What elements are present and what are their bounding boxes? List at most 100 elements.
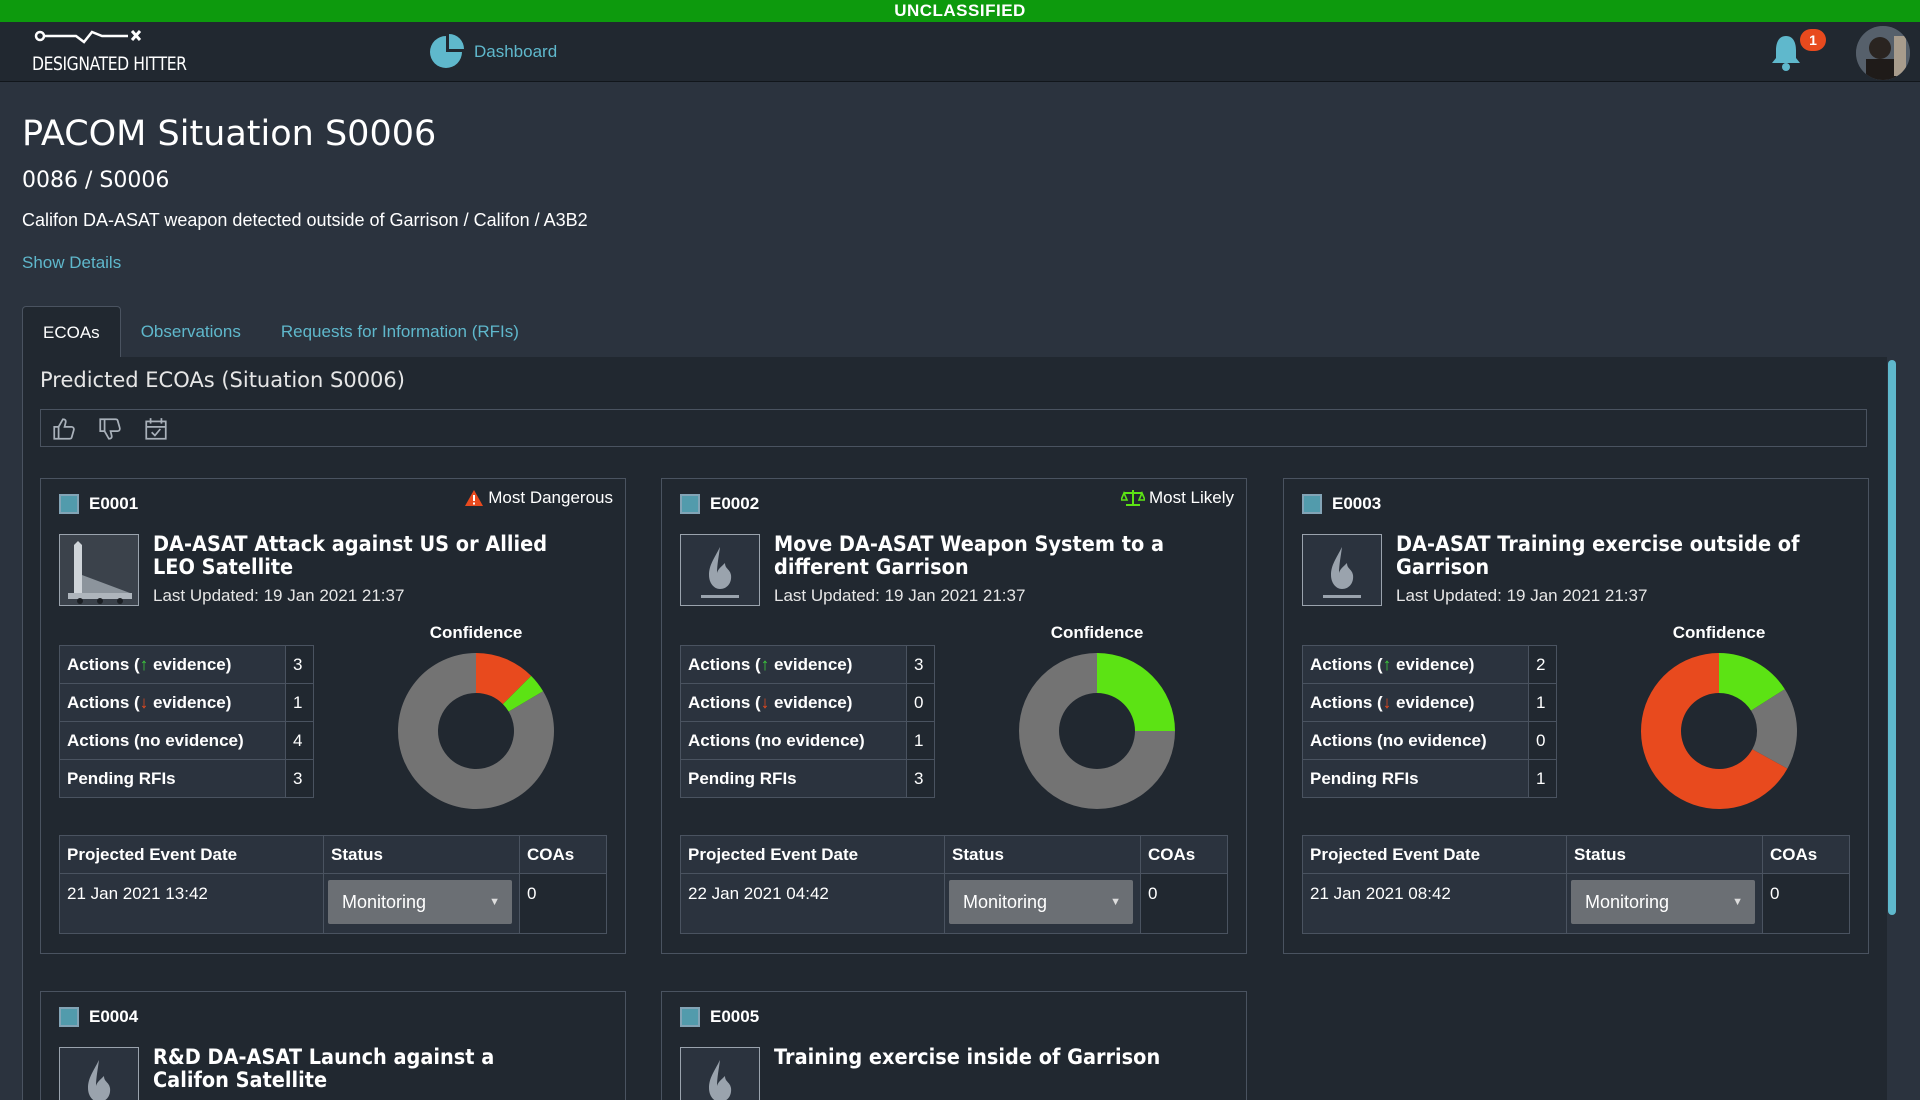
ecoa-title[interactable]: Move DA-ASAT Weapon System to a differen… [774, 532, 1164, 579]
confidence-slice-red [476, 653, 532, 705]
stats-row: Actions (no evidence) 0 [1302, 721, 1557, 760]
confidence-slice-red [1641, 653, 1788, 809]
stats-label-suffix: evidence) [148, 692, 232, 712]
stats-label: Actions (↓ evidence) [1302, 683, 1529, 722]
status-select[interactable]: Monitoring ▼ [1571, 880, 1755, 924]
confidence-donut-chart [396, 651, 556, 811]
status-select-value: Monitoring [963, 892, 1048, 912]
stats-label-prefix: Actions ( [688, 654, 761, 674]
top-navbar: DESIGNATED HITTER Dashboard 1 [0, 22, 1920, 82]
ecoa-title[interactable]: Training exercise inside of Garrison [774, 1045, 1161, 1069]
notification-badge: 1 [1800, 29, 1826, 51]
thumbs-up-button[interactable] [51, 416, 77, 442]
updated-value: 19 Jan 2021 21:37 [884, 586, 1026, 605]
ecoa-title[interactable]: R&D DA-ASAT Launch against a Califon Sat… [153, 1045, 495, 1092]
stats-label-suffix: evidence) [1391, 654, 1475, 674]
flame-icon [1303, 535, 1381, 605]
arrow-up-icon: ↑ [139, 654, 149, 674]
ecoa-stats-table: Actions (↑ evidence) 3 Actions (↓ evidence… [59, 645, 314, 798]
ecoa-title[interactable]: DA-ASAT Attack against US or Allied LEO … [153, 532, 548, 579]
avatar-image [1856, 26, 1910, 80]
stats-row: Actions (no evidence) 1 [680, 721, 935, 760]
stats-row: Actions (↓ evidence) 1 [1302, 683, 1557, 722]
tab-rfis[interactable]: Requests for Information (RFIs) [280, 322, 519, 341]
status-select[interactable]: Monitoring ▼ [949, 880, 1133, 924]
stats-label-text: Actions (no evidence) [67, 730, 244, 750]
panel-scrollbar-thumb[interactable] [1888, 360, 1896, 915]
notifications-button[interactable] [1766, 32, 1806, 72]
confidence-slice-gray [1019, 653, 1175, 809]
status-select[interactable]: Monitoring ▼ [328, 880, 512, 924]
confidence-label: Confidence [1050, 623, 1144, 642]
stats-label-suffix: evidence) [769, 654, 853, 674]
col-status: Status [1566, 835, 1763, 874]
ecoa-select-checkbox[interactable] [59, 494, 79, 514]
thumbs-down-icon [99, 418, 121, 440]
stats-label: Actions (↑ evidence) [1302, 645, 1529, 684]
stats-label: Pending RFIs [1302, 759, 1529, 798]
ecoa-event-table: Projected Event Date Status COAs 21 Jan 202… [59, 835, 607, 934]
ecoa-title[interactable]: DA-ASAT Training exercise outside of Gar… [1396, 532, 1800, 579]
stats-label: Actions (no evidence) [59, 721, 286, 760]
col-coas: COAs [1140, 835, 1228, 874]
app-logo[interactable]: DESIGNATED HITTER [32, 28, 192, 78]
stats-label: Actions (↓ evidence) [680, 683, 907, 722]
stats-label-suffix: evidence) [1391, 692, 1475, 712]
caret-down-icon: ▼ [1110, 896, 1121, 908]
pie-chart-icon [430, 34, 464, 68]
arrow-up-icon: ↑ [1382, 654, 1392, 674]
stats-value: 3 [285, 759, 314, 798]
show-details-link[interactable]: Show Details [22, 253, 122, 272]
donut-svg [398, 653, 554, 809]
status-cell: Monitoring ▼ [1566, 873, 1763, 934]
bell-icon [1772, 36, 1800, 71]
ecoa-stats-table: Actions (↑ evidence) 2 Actions (↓ evidence… [1302, 645, 1557, 798]
ecoa-event-table: Projected Event Date Status COAs 22 Jan 202… [680, 835, 1228, 934]
user-avatar[interactable] [1856, 26, 1910, 80]
stats-label: Actions (↓ evidence) [59, 683, 286, 722]
ecoa-event-table: Projected Event Date Status COAs 21 Jan 202… [1302, 835, 1850, 934]
stats-value: 0 [906, 683, 935, 722]
coas-value: 0 [519, 873, 607, 934]
stats-value: 2 [1528, 645, 1557, 684]
ecoa-id: E0001 [89, 494, 139, 513]
thumbs-down-button[interactable] [97, 416, 123, 442]
stats-label: Actions (↑ evidence) [59, 645, 286, 684]
ecoa-card: E0004 R&D DA-ASAT Launch against a Califo… [40, 991, 626, 1100]
stats-row: Actions (↑ evidence) 3 [59, 645, 314, 684]
stats-row: Actions (↑ evidence) 3 [680, 645, 935, 684]
ecoa-tag-label: Most Likely [1148, 488, 1234, 507]
stats-label-text: Pending RFIs [688, 768, 797, 788]
ecoa-thumbnail [59, 534, 139, 606]
confidence-slice-gray [1751, 689, 1797, 769]
ecoa-id: E0004 [89, 1007, 139, 1026]
confidence-label: Confidence [429, 623, 523, 642]
calendar-check-button[interactable] [143, 416, 169, 442]
col-projected-date: Projected Event Date [59, 835, 324, 874]
ecoa-tag: Most Likely [1120, 488, 1234, 508]
classification-banner: UNCLASSIFIED [0, 0, 1920, 22]
ecoa-select-checkbox[interactable] [680, 1007, 700, 1027]
nav-dashboard-link[interactable]: Dashboard [428, 34, 557, 70]
stats-label-text: Pending RFIs [67, 768, 176, 788]
coas-value: 0 [1140, 873, 1228, 934]
stats-value: 1 [285, 683, 314, 722]
stats-value: 3 [906, 759, 935, 798]
ecoa-select-checkbox[interactable] [1302, 494, 1322, 514]
thumbs-up-icon [53, 418, 75, 440]
tab-observations[interactable]: Observations [140, 322, 241, 341]
stats-value: 4 [285, 721, 314, 760]
projected-date-value: 22 Jan 2021 04:42 [680, 873, 945, 934]
coas-value: 0 [1762, 873, 1850, 934]
stats-label-prefix: Actions ( [1310, 654, 1383, 674]
stats-row: Actions (no evidence) 4 [59, 721, 314, 760]
ecoa-select-checkbox[interactable] [59, 1007, 79, 1027]
panel-title: Predicted ECOAs (Situation S0006) [40, 368, 405, 392]
event-header-row: Projected Event Date Status COAs [59, 835, 607, 874]
tab-ecoas[interactable]: ECOAs [22, 306, 121, 358]
stats-label-text: Actions (no evidence) [688, 730, 865, 750]
stats-label-prefix: Actions ( [67, 692, 140, 712]
ecoa-card: E0002 Most Likely Move DA-ASAT Weapon Syst… [661, 478, 1247, 954]
ecoa-id: E0002 [710, 494, 760, 513]
ecoa-select-checkbox[interactable] [680, 494, 700, 514]
